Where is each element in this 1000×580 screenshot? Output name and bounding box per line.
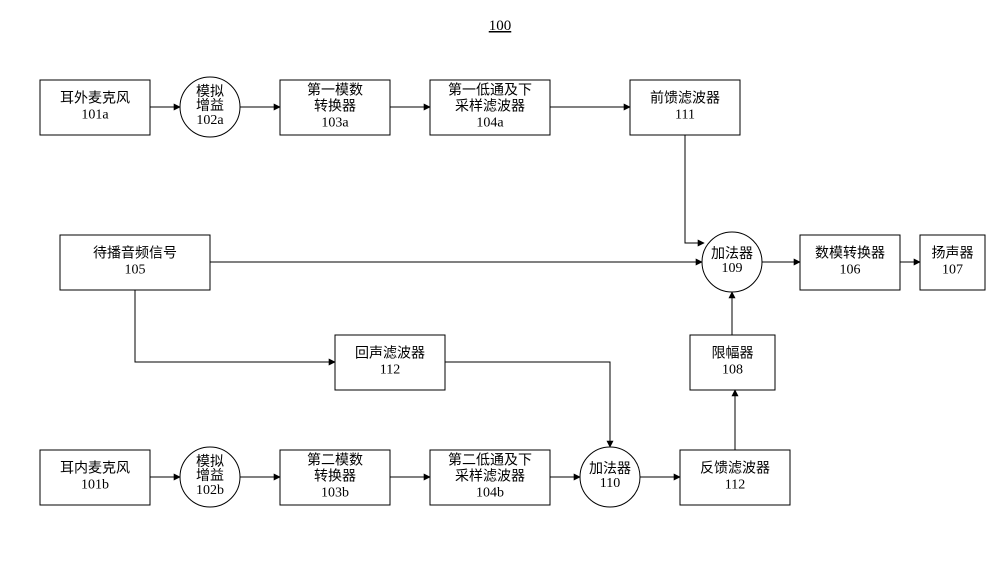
edge xyxy=(445,362,610,447)
node-label: 110 xyxy=(600,476,620,491)
node-label: 108 xyxy=(722,363,743,378)
n107: 扬声器107 xyxy=(920,235,985,290)
node-label: 112 xyxy=(380,363,400,378)
node-label: 102a xyxy=(196,113,224,128)
n111: 前馈滤波器111 xyxy=(630,80,740,135)
node-label: 限幅器 xyxy=(712,346,754,362)
node-label: 105 xyxy=(125,263,146,278)
node-label: 102b xyxy=(196,483,224,498)
node-label: 转换器 xyxy=(314,468,356,485)
node-label: 104a xyxy=(476,116,504,131)
node-label: 101b xyxy=(81,478,109,493)
node-label: 第二低通及下 xyxy=(448,452,532,469)
node-label: 加法器 xyxy=(589,461,631,477)
n104a: 第一低通及下采样滤波器104a xyxy=(430,80,550,135)
block-diagram: 100 耳外麦克风101a模拟增益102a第一模数转换器103a第一低通及下采样… xyxy=(0,0,1000,580)
node-label: 第一低通及下 xyxy=(448,82,532,99)
diagram-title: 100 xyxy=(489,18,512,34)
n103b: 第二模数转换器103b xyxy=(280,450,390,505)
node-label: 增益 xyxy=(196,98,224,114)
node-label: 111 xyxy=(675,108,695,123)
node-label: 采样滤波器 xyxy=(455,469,525,485)
n101a: 耳外麦克风101a xyxy=(40,80,150,135)
n105: 待播音频信号105 xyxy=(60,235,210,290)
node-label: 第一模数 xyxy=(307,82,363,99)
n102a: 模拟增益102a xyxy=(180,77,240,137)
node-label: 转换器 xyxy=(314,98,356,115)
node-label: 104b xyxy=(476,486,504,501)
node-label: 数模转换器 xyxy=(815,245,885,262)
node-label: 扬声器 xyxy=(932,246,974,262)
n108: 限幅器108 xyxy=(690,335,775,390)
node-label: 109 xyxy=(722,261,743,276)
n109: 加法器109 xyxy=(702,232,762,292)
node-label: 增益 xyxy=(196,468,224,484)
n101b: 耳内麦克风101b xyxy=(40,450,150,505)
n110: 加法器110 xyxy=(580,447,640,507)
node-label: 耳外麦克风 xyxy=(60,91,130,107)
edge xyxy=(685,135,704,243)
node-label: 待播音频信号 xyxy=(93,245,177,262)
n106: 数模转换器106 xyxy=(800,235,900,290)
node-label: 101a xyxy=(81,108,109,123)
node-label: 107 xyxy=(942,263,963,278)
node-label: 耳内麦克风 xyxy=(60,461,130,477)
node-label: 加法器 xyxy=(711,246,753,262)
node-label: 103a xyxy=(321,116,349,131)
n103a: 第一模数转换器103a xyxy=(280,80,390,135)
n112e: 回声滤波器112 xyxy=(335,335,445,390)
node-label: 103b xyxy=(321,486,349,501)
node-label: 模拟 xyxy=(196,454,224,470)
node-label: 前馈滤波器 xyxy=(650,90,720,107)
n112f: 反馈滤波器112 xyxy=(680,450,790,505)
node-label: 采样滤波器 xyxy=(455,99,525,115)
n104b: 第二低通及下采样滤波器104b xyxy=(430,450,550,505)
node-label: 112 xyxy=(725,478,745,493)
edges-layer xyxy=(135,107,920,477)
node-label: 第二模数 xyxy=(307,452,363,469)
n102b: 模拟增益102b xyxy=(180,447,240,507)
node-label: 106 xyxy=(840,263,861,278)
node-label: 模拟 xyxy=(196,84,224,100)
node-label: 反馈滤波器 xyxy=(700,461,770,477)
edge xyxy=(135,290,335,362)
nodes-layer: 耳外麦克风101a模拟增益102a第一模数转换器103a第一低通及下采样滤波器1… xyxy=(40,77,985,507)
node-label: 回声滤波器 xyxy=(355,346,425,362)
